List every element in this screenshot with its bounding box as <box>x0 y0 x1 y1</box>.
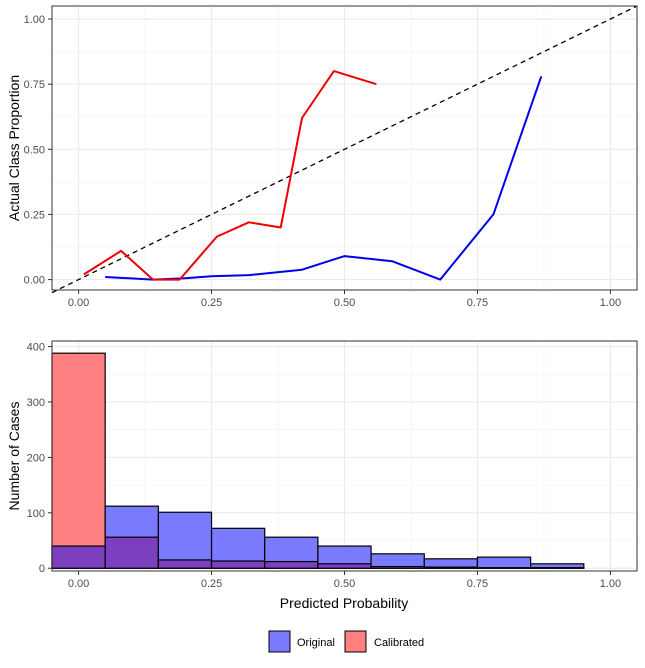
hist-bar-overlap <box>210 560 266 569</box>
y-tick-label: 400 <box>27 342 45 354</box>
hist-bar-overlap <box>370 565 425 569</box>
y-tick-label: 300 <box>27 397 45 409</box>
y-tick-label: 0.50 <box>24 144 45 156</box>
legend: Original Calibrated <box>268 630 424 653</box>
x-tick-label: 0.25 <box>201 297 222 309</box>
hist-bar-overlap <box>104 536 159 569</box>
x-tick-label: 0.50 <box>334 578 355 590</box>
hist-bar-overlap <box>423 566 479 569</box>
hist-bar-overlap <box>264 560 319 569</box>
calibration-series-lines <box>83 70 543 281</box>
histogram-bars <box>51 352 585 569</box>
hist-bar-calibrated <box>51 352 106 569</box>
calibration-line-calibrated <box>83 70 377 281</box>
calibration-reference-line <box>51 5 638 294</box>
y-tick-label: 0.75 <box>24 79 45 91</box>
y-tick-label: 1.00 <box>24 14 45 26</box>
legend-label-original: Original <box>297 637 335 649</box>
legend-key-calibrated <box>344 630 367 653</box>
histogram-y-axis-title: Number of Cases <box>6 402 22 511</box>
x-tick-label: 1.00 <box>600 297 621 309</box>
hist-bar-original <box>476 556 532 569</box>
x-tick-label: 0.25 <box>201 578 222 590</box>
hist-bar-original <box>157 511 213 569</box>
calibration-y-ticks: 0.00 0.25 0.50 0.75 1.00 <box>24 14 52 287</box>
hist-bar-overlap <box>530 567 585 569</box>
histogram-x-ticks: 0.00 0.25 0.50 0.75 1.00 <box>68 571 621 590</box>
y-tick-label: 0.25 <box>24 209 45 221</box>
hist-bar-overlap <box>476 567 532 569</box>
histogram-y-ticks: 0 100 200 300 400 <box>27 342 52 575</box>
x-tick-label: 0.00 <box>68 297 89 309</box>
calibration-x-ticks: 0.00 0.25 0.50 0.75 1.00 <box>68 290 621 309</box>
legend-label-calibrated: Calibrated <box>374 637 424 649</box>
histogram-x-axis-title: Predicted Probability <box>280 595 408 611</box>
y-tick-label: 0 <box>39 563 45 575</box>
x-tick-label: 0.00 <box>68 578 89 590</box>
hist-bar-overlap <box>157 559 213 569</box>
y-tick-label: 200 <box>27 452 45 464</box>
perfect-calibration-diagonal <box>51 5 638 294</box>
y-tick-label: 100 <box>27 508 45 520</box>
y-tick-label: 0.00 <box>24 275 45 287</box>
x-tick-label: 1.00 <box>600 578 621 590</box>
hist-bar-overlap <box>51 545 106 569</box>
calibration-panel: 0.00 0.25 0.50 0.75 1.00 0.00 0.25 0.50 0.75 1.0… <box>6 5 638 309</box>
calibration-y-axis-title: Actual Class Proportion <box>6 75 22 221</box>
hist-bar-overlap <box>317 563 372 569</box>
x-tick-label: 0.75 <box>467 578 488 590</box>
histogram-panel: 0 100 200 300 400 0.00 0.25 0.50 0.75 1.00 Numbe… <box>6 340 638 611</box>
x-tick-label: 0.75 <box>467 297 488 309</box>
x-tick-label: 0.50 <box>334 297 355 309</box>
legend-key-original <box>268 630 291 653</box>
